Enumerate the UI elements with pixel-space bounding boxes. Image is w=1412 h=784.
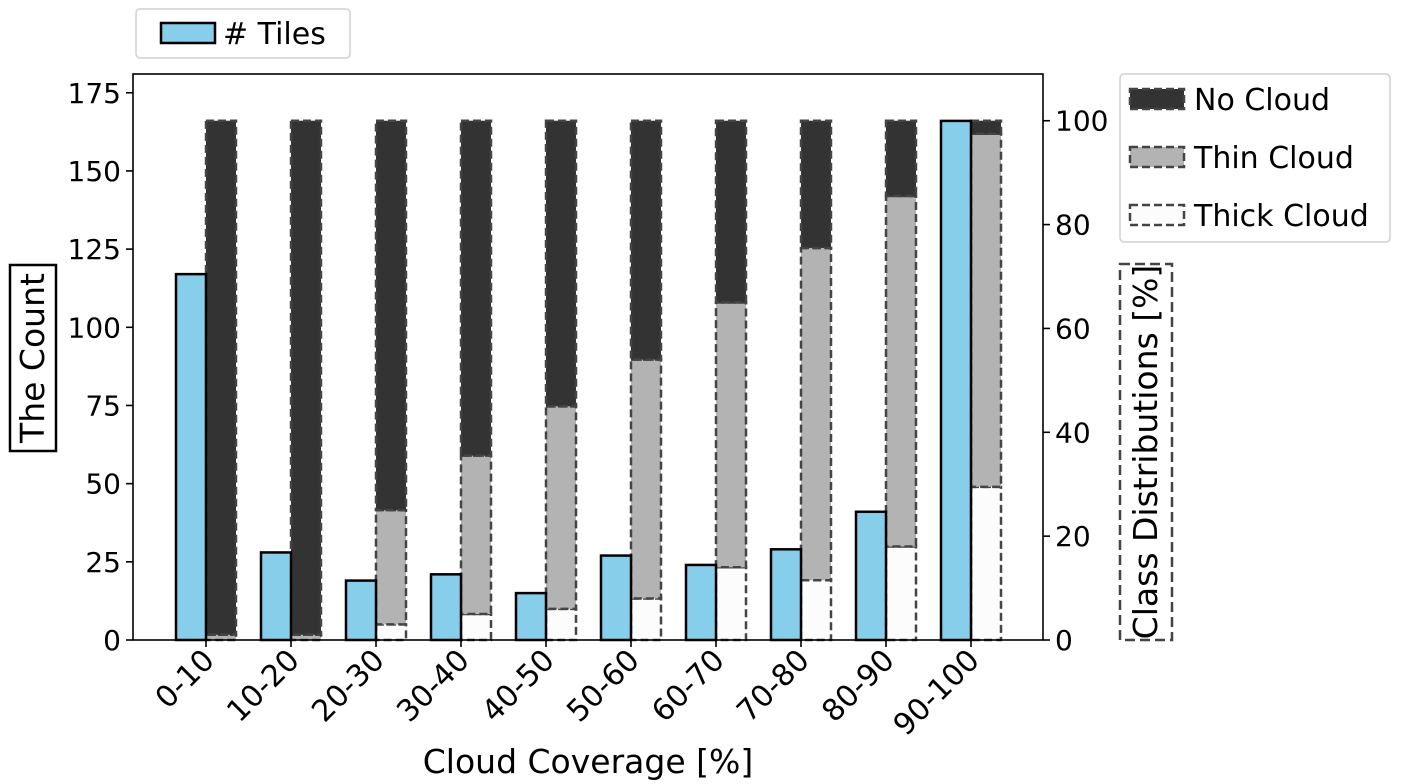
tiles-bar-80-90 (854, 510, 888, 642)
right-tick-label-80: 80 (1055, 209, 1091, 242)
x-tick-label-40-50: 40-50 (475, 643, 561, 729)
tiles-bar-40-50 (514, 591, 548, 642)
thin-cloud-bar-30-40 (459, 454, 493, 616)
no-cloud-bar-20-30 (374, 119, 408, 512)
no-cloud-bar-80-90 (884, 119, 918, 198)
right-axis-ticks: 0 20 40 60 80 100 (1043, 105, 1108, 657)
thick-cloud-bar-30-40 (459, 612, 493, 642)
no-cloud-bar-60-70 (714, 119, 748, 304)
left-tick-label-50: 50 (85, 468, 121, 501)
right-axis-label-box: Class Distributions [%] (1118, 262, 1174, 642)
tiles-bar-10-20 (259, 551, 293, 642)
thick-cloud-legend-swatch (1128, 203, 1186, 227)
x-tick-label-60-70: 60-70 (645, 643, 731, 729)
tiles-legend: # Tiles (135, 8, 351, 59)
thin-cloud-legend-label: Thin Cloud (1193, 141, 1354, 176)
no-cloud-bar-40-50 (544, 119, 578, 408)
class-legend: No Cloud Thin Cloud Thick Cloud (1119, 73, 1391, 243)
no-cloud-bar-30-40 (459, 119, 493, 457)
thin-cloud-bar-80-90 (884, 194, 918, 548)
thin-cloud-legend-swatch (1128, 145, 1186, 169)
x-tick-label-10-20: 10-20 (220, 643, 306, 729)
no-cloud-legend-label: No Cloud (1194, 83, 1330, 118)
thick-cloud-bar-20-30 (374, 623, 408, 642)
thin-cloud-bar-20-30 (374, 508, 408, 626)
x-tick-label-70-80: 70-80 (730, 643, 816, 729)
x-axis-ticks: 0-1010-2020-3030-4040-5050-6060-7070-808… (149, 640, 987, 743)
left-axis-ticks: 0 25 50 75 100 125 150 175 (68, 77, 133, 657)
plot-frame (132, 73, 1044, 641)
tiles-bar-70-80 (769, 548, 803, 642)
no-cloud-legend-swatch (1128, 87, 1186, 111)
no-cloud-bar-70-80 (799, 119, 833, 250)
right-tick-label-40: 40 (1055, 416, 1091, 449)
no-cloud-bar-90-100 (969, 119, 1003, 135)
thick-cloud-bar-40-50 (544, 607, 578, 642)
left-tick-label-125: 125 (68, 233, 121, 266)
x-tick-label-0-10: 0-10 (149, 643, 222, 716)
class-distribution-bars (204, 119, 1003, 642)
no-cloud-bar-10-20 (289, 119, 323, 637)
thick-cloud-bar-60-70 (714, 566, 748, 642)
x-tick-label-30-40: 30-40 (390, 643, 476, 729)
thick-cloud-legend-label: Thick Cloud (1193, 199, 1369, 234)
tiles-bar-20-30 (344, 579, 378, 642)
right-tick-label-0: 0 (1055, 624, 1073, 657)
x-tick-label-90-100: 90-100 (887, 643, 987, 743)
x-tick-label-20-30: 20-30 (305, 643, 391, 729)
left-tick-label-175: 175 (68, 77, 121, 110)
thick-cloud-bar-70-80 (799, 579, 833, 642)
thick-cloud-bar-50-60 (629, 597, 663, 642)
thick-cloud-bar-90-100 (969, 485, 1003, 642)
thin-cloud-bar-90-100 (969, 132, 1003, 489)
left-tick-label-0: 0 (103, 624, 121, 657)
tiles-legend-label: # Tiles (223, 17, 326, 52)
thick-cloud-bar-80-90 (884, 545, 918, 642)
x-tick-label-50-60: 50-60 (560, 643, 646, 729)
no-cloud-bar-0-10 (204, 119, 238, 637)
tiles-bar-0-10 (174, 272, 208, 642)
tiles-legend-swatch (159, 21, 217, 45)
right-tick-label-20: 20 (1055, 520, 1091, 553)
tiles-bar-50-60 (599, 554, 633, 642)
thin-cloud-bar-50-60 (629, 358, 663, 600)
right-tick-label-60: 60 (1055, 312, 1091, 345)
left-tick-label-100: 100 (68, 311, 121, 344)
tiles-bar-60-70 (684, 563, 718, 642)
left-tick-label-25: 25 (85, 546, 121, 579)
tiles-bar-90-100 (939, 119, 973, 642)
left-tick-label-150: 150 (68, 155, 121, 188)
thin-cloud-bar-40-50 (544, 405, 578, 611)
left-axis-label-box: The Count (8, 263, 58, 453)
tiles-bar-30-40 (429, 573, 463, 642)
left-tick-label-75: 75 (85, 389, 121, 422)
right-axis-label: Class Distributions [%] (1126, 265, 1165, 640)
left-axis-label: The Count (13, 273, 52, 444)
thin-cloud-bar-70-80 (799, 246, 833, 582)
no-cloud-bar-50-60 (629, 119, 663, 361)
thin-cloud-bar-60-70 (714, 301, 748, 569)
right-tick-label-100: 100 (1055, 105, 1108, 138)
x-axis-label: Cloud Coverage [%] (423, 742, 753, 781)
